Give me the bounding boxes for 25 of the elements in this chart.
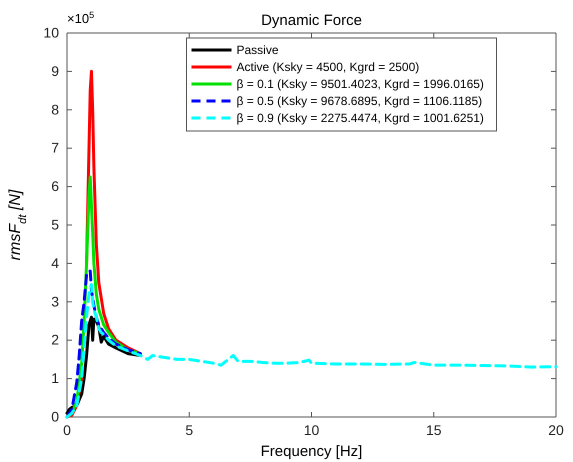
x-tick-label: 10 bbox=[304, 422, 320, 438]
text: ×10$^{5}$ bbox=[67, 10, 94, 26]
legend-label: Active (Ksky = 4500, Kgrd = 2500) bbox=[236, 60, 420, 74]
x-tick-label: 20 bbox=[548, 422, 564, 438]
y-tick-label: 2 bbox=[51, 332, 60, 348]
y-tick-label: 1 bbox=[51, 370, 60, 386]
x-tick-label: 15 bbox=[426, 422, 442, 438]
y-tick-label: 3 bbox=[51, 293, 60, 310]
legend-label: Passive bbox=[236, 43, 279, 57]
legend-label: β = 0.5 (Ksky = 9678.6895, Kgrd = 1106.1185) bbox=[236, 94, 482, 108]
line-series bbox=[66, 270, 142, 418]
legend-label: β = 0.1 (Ksky = 9501.4023, Kgrd = 1996.0165) bbox=[236, 77, 484, 91]
y-tick-label: 8 bbox=[51, 101, 60, 118]
legend-label: β = 0.9 (Ksky = 2275.4474, Kgrd = 1001.6251) bbox=[236, 111, 484, 125]
y-tick-label: 4 bbox=[51, 254, 60, 271]
y-tick-label: 9 bbox=[51, 62, 60, 79]
y-tick-label: 7 bbox=[51, 140, 60, 156]
y-tick-label: 10 bbox=[43, 24, 60, 40]
x-tick-label: 5 bbox=[185, 422, 194, 438]
chart-title: Dynamic Force bbox=[261, 12, 362, 29]
y-tick-label: 0 bbox=[51, 408, 60, 424]
x-tick-label: 0 bbox=[63, 422, 72, 438]
y-tick-label: 6 bbox=[51, 178, 60, 194]
x-axis-title: Frequency [Hz] bbox=[260, 443, 362, 460]
y-tick-label: 5 bbox=[51, 216, 60, 232]
